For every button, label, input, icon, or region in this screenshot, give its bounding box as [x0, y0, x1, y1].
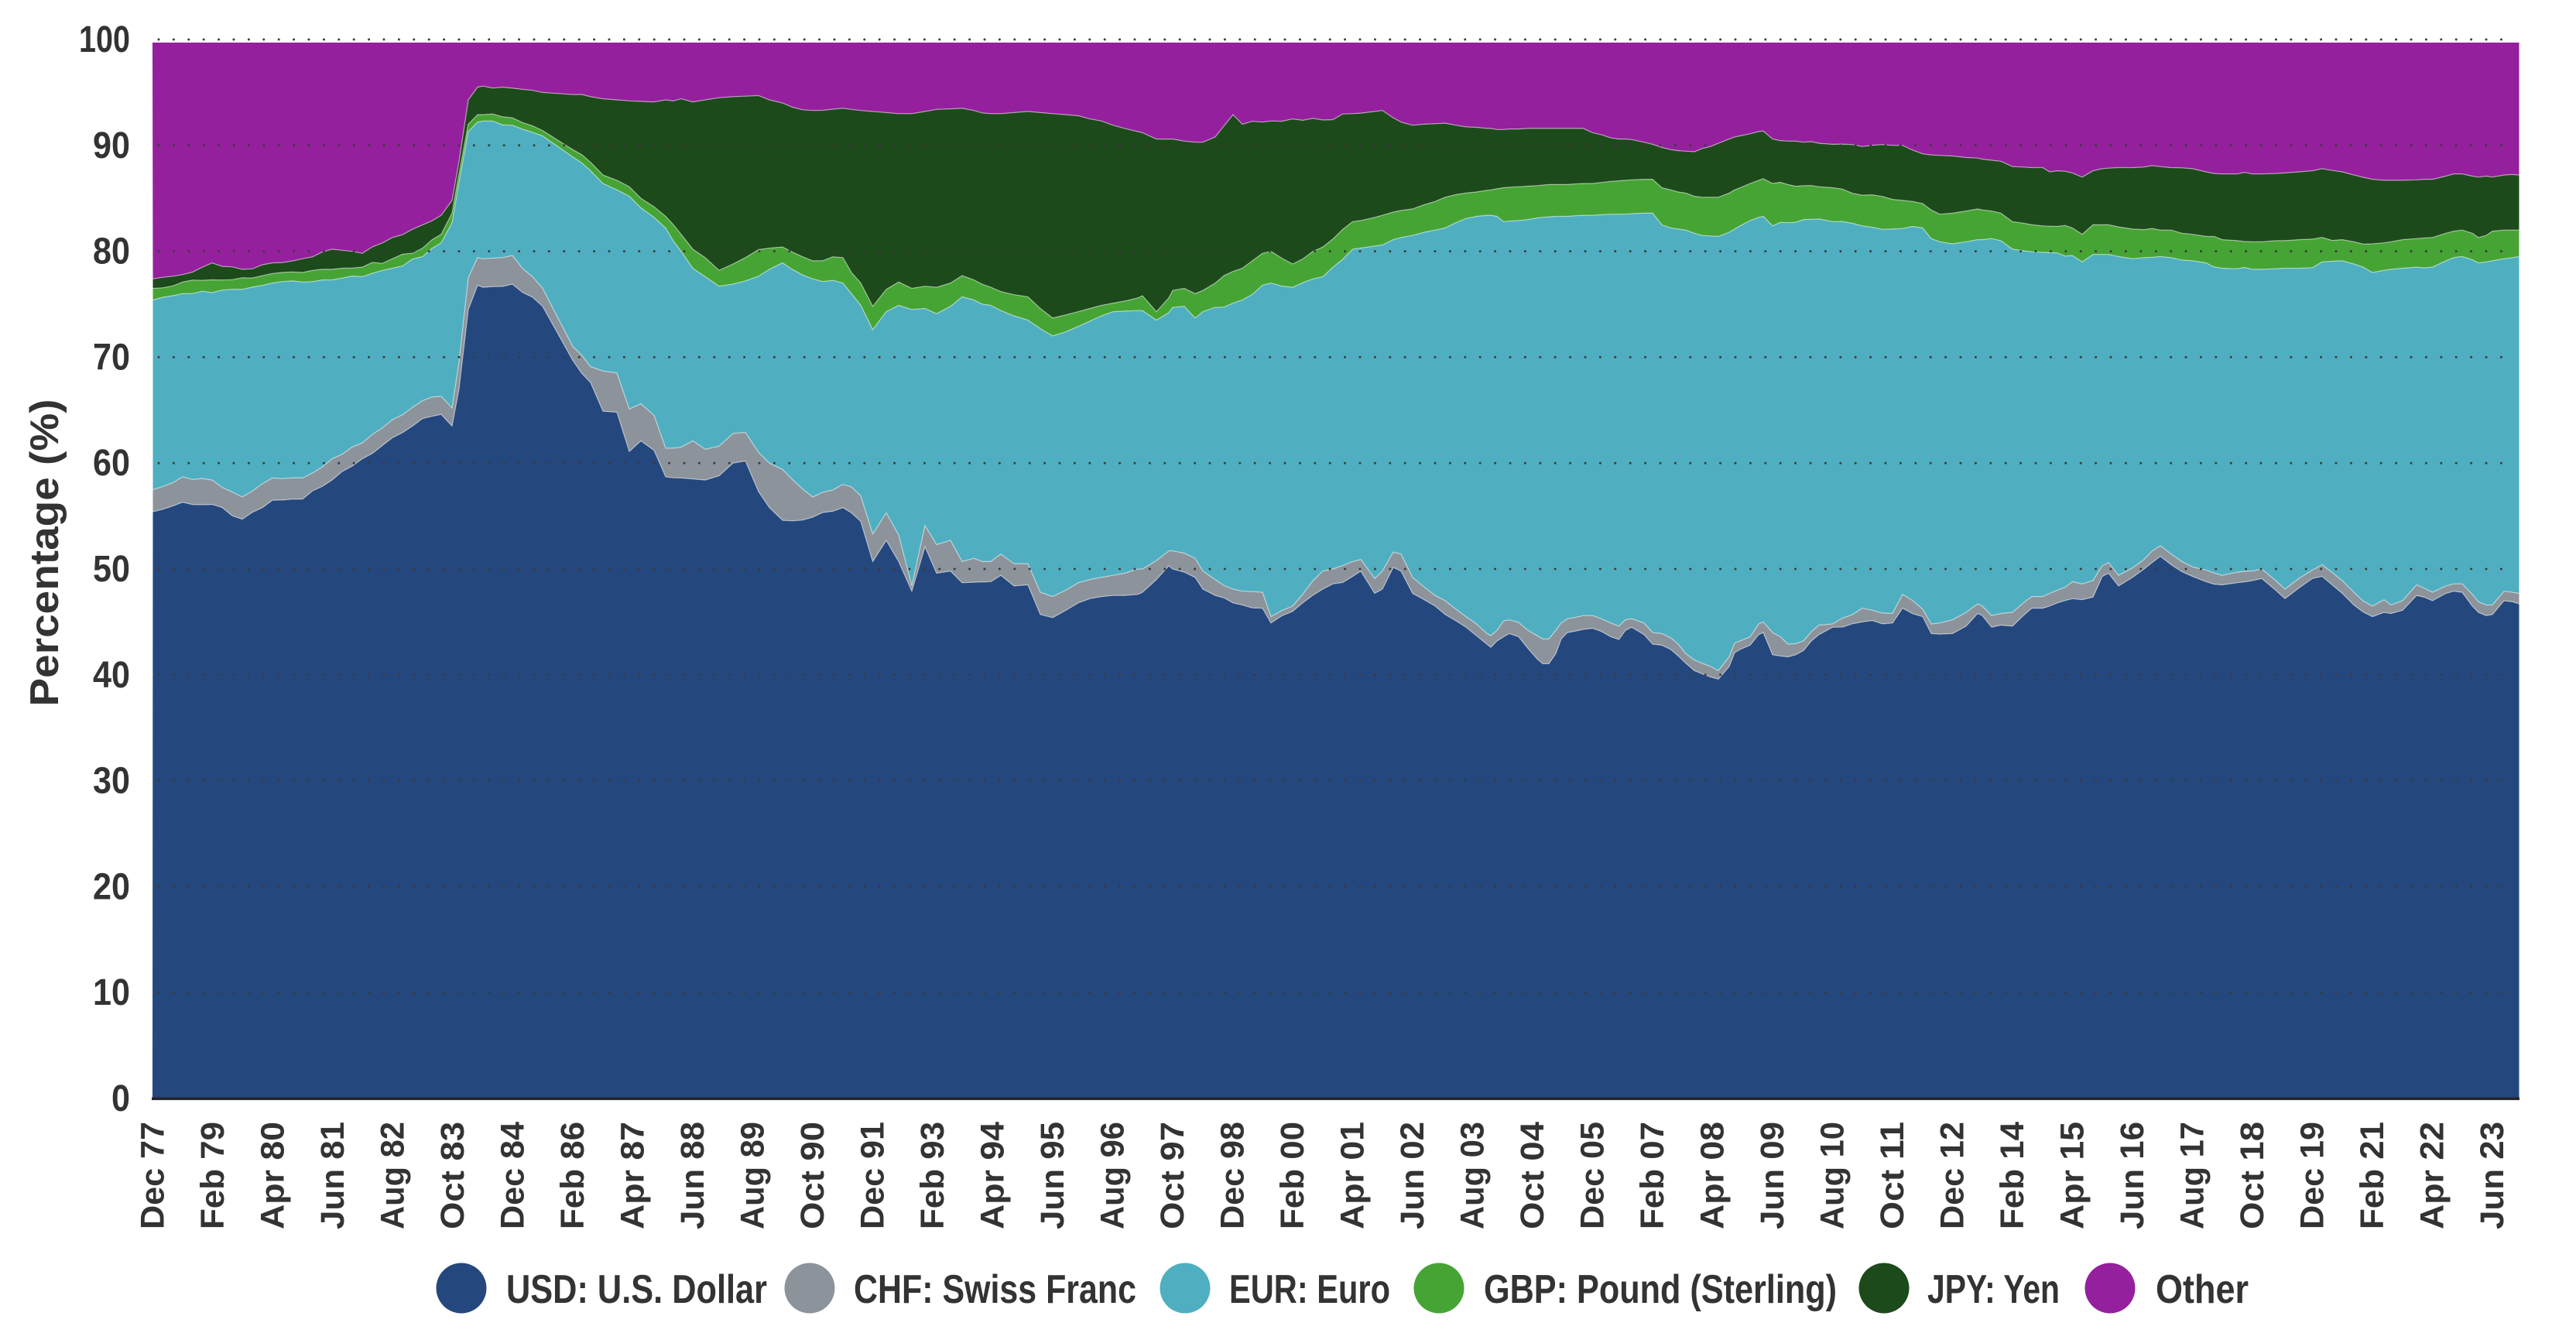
svg-text:Oct 83: Oct 83: [434, 1122, 471, 1229]
svg-text:50: 50: [93, 549, 130, 590]
svg-text:20: 20: [93, 866, 130, 907]
svg-text:Feb 14: Feb 14: [1994, 1122, 2031, 1229]
svg-text:Dec 12: Dec 12: [1934, 1122, 1971, 1229]
svg-text:Aug 03: Aug 03: [1454, 1122, 1492, 1229]
svg-text:Apr 80: Apr 80: [255, 1122, 292, 1229]
svg-text:Oct 11: Oct 11: [1874, 1122, 1911, 1229]
svg-text:Jun 88: Jun 88: [674, 1122, 711, 1229]
svg-text:Aug 10: Aug 10: [1814, 1122, 1852, 1229]
svg-text:10: 10: [93, 972, 130, 1013]
svg-text:Other: Other: [2156, 1267, 2249, 1312]
svg-text:CHF: Swiss Franc: CHF: Swiss Franc: [854, 1267, 1136, 1312]
svg-text:Oct 04: Oct 04: [1514, 1122, 1551, 1229]
svg-text:70: 70: [93, 337, 130, 378]
svg-text:Aug 17: Aug 17: [2174, 1122, 2211, 1229]
svg-text:100: 100: [79, 19, 130, 60]
svg-text:Apr 01: Apr 01: [1334, 1122, 1372, 1229]
svg-text:80: 80: [93, 231, 130, 272]
svg-text:Apr 15: Apr 15: [2054, 1122, 2091, 1229]
svg-text:Dec 91: Dec 91: [855, 1122, 892, 1229]
svg-text:Dec 84: Dec 84: [495, 1122, 532, 1229]
svg-text:Apr 08: Apr 08: [1694, 1122, 1732, 1229]
svg-text:Feb 86: Feb 86: [554, 1122, 591, 1229]
svg-text:40: 40: [93, 655, 130, 696]
svg-text:30: 30: [93, 761, 130, 802]
svg-text:Aug 96: Aug 96: [1094, 1122, 1132, 1229]
svg-text:0: 0: [111, 1078, 130, 1119]
svg-text:Jun 23: Jun 23: [2474, 1122, 2511, 1229]
svg-text:Feb 79: Feb 79: [194, 1122, 231, 1229]
svg-text:Apr 94: Apr 94: [975, 1122, 1012, 1229]
svg-text:Jun 81: Jun 81: [314, 1122, 351, 1229]
svg-text:EUR: Euro: EUR: Euro: [1229, 1267, 1390, 1312]
svg-text:Feb 00: Feb 00: [1274, 1122, 1311, 1229]
svg-text:Jun 95: Jun 95: [1034, 1122, 1071, 1229]
svg-text:Aug 82: Aug 82: [375, 1122, 412, 1229]
svg-text:Feb 07: Feb 07: [1634, 1122, 1671, 1229]
svg-text:Apr 87: Apr 87: [615, 1122, 652, 1229]
svg-text:Dec 77: Dec 77: [135, 1122, 172, 1229]
svg-text:Jun 16: Jun 16: [2114, 1122, 2151, 1229]
svg-text:Percentage (%): Percentage (%): [22, 399, 67, 707]
svg-text:Dec 05: Dec 05: [1574, 1122, 1612, 1229]
svg-text:Oct 18: Oct 18: [2234, 1122, 2271, 1229]
svg-text:Oct 90: Oct 90: [794, 1122, 831, 1229]
svg-text:Aug 89: Aug 89: [735, 1122, 772, 1229]
svg-text:60: 60: [93, 443, 130, 484]
svg-text:Jun 02: Jun 02: [1394, 1122, 1431, 1229]
svg-text:Jun 09: Jun 09: [1754, 1122, 1791, 1229]
svg-text:Dec 98: Dec 98: [1214, 1122, 1252, 1229]
svg-text:Oct 97: Oct 97: [1154, 1122, 1191, 1229]
svg-text:90: 90: [93, 125, 130, 166]
svg-text:GBP: Pound (Sterling): GBP: Pound (Sterling): [1484, 1267, 1837, 1312]
svg-text:USD: U.S. Dollar: USD: U.S. Dollar: [506, 1267, 767, 1312]
svg-text:Apr 22: Apr 22: [2414, 1122, 2451, 1229]
svg-text:Feb 21: Feb 21: [2354, 1122, 2391, 1229]
svg-text:JPY: Yen: JPY: Yen: [1927, 1267, 2060, 1312]
svg-text:Dec 19: Dec 19: [2294, 1122, 2331, 1229]
svg-text:Feb 93: Feb 93: [914, 1122, 951, 1229]
